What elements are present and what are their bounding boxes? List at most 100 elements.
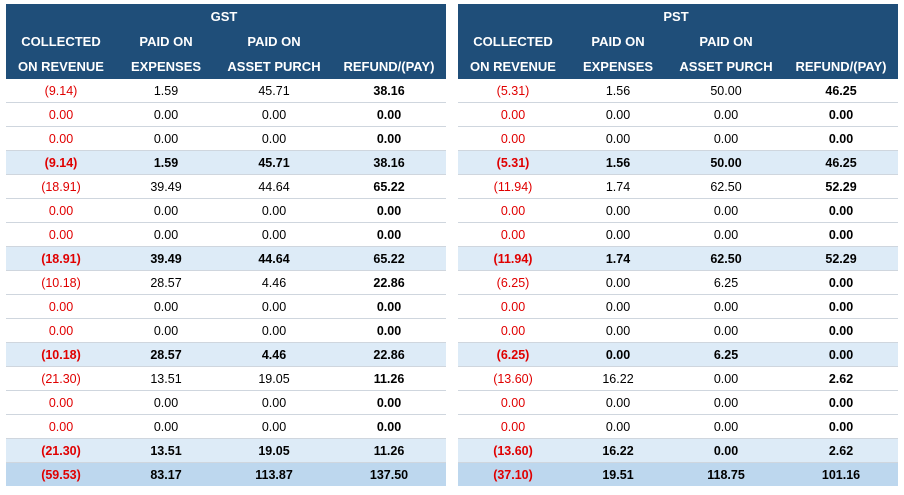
paid-on-asset-purch-cell: 62.50 — [668, 174, 785, 199]
table-row: (6.25) 0.00 6.25 0.00 — [458, 270, 899, 295]
refund-pay-cell: 0.00 — [332, 318, 447, 343]
paid-on-asset-purch-cell: 4.46 — [216, 270, 333, 295]
paid-on-expenses-cell: 0.00 — [568, 126, 668, 151]
table-row: (21.30) 13.51 19.05 11.26 — [6, 366, 447, 391]
collected-on-revenue-cell: (11.94) — [458, 246, 568, 271]
collected-on-revenue-cell: 0.00 — [458, 390, 568, 415]
table-row: 0.00 0.00 0.00 0.00 — [6, 294, 447, 319]
paid-on-asset-purch-cell: 0.00 — [216, 318, 333, 343]
paid-on-expenses-cell: 0.00 — [568, 198, 668, 223]
subtotal-row: (6.25) 0.00 6.25 0.00 — [458, 342, 899, 367]
col-paid-asset-label: PAID ON — [216, 29, 333, 54]
col-expenses-label: EXPENSES — [116, 54, 216, 79]
paid-on-asset-purch-cell: 0.00 — [216, 390, 333, 415]
refund-pay-cell: 0.00 — [784, 102, 899, 127]
paid-on-expenses-cell: 28.57 — [116, 270, 216, 295]
paid-on-asset-purch-cell: 19.05 — [216, 366, 333, 391]
col-collected-label: COLLECTED — [6, 29, 116, 54]
collected-on-revenue-cell: (5.31) — [458, 150, 568, 175]
paid-on-expenses-cell: 39.49 — [116, 174, 216, 199]
paid-on-expenses-cell: 0.00 — [116, 102, 216, 127]
paid-on-expenses-cell: 0.00 — [116, 318, 216, 343]
table-row: (9.14) 1.59 45.71 38.16 — [6, 79, 447, 103]
paid-on-asset-purch-cell: 0.00 — [216, 198, 333, 223]
table-row: 0.00 0.00 0.00 0.00 — [6, 390, 447, 415]
refund-pay-cell: 11.26 — [332, 366, 447, 391]
gst-header-blank — [6, 4, 116, 29]
paid-on-asset-purch-cell: 0.00 — [216, 294, 333, 319]
paid-on-asset-purch-cell: 44.64 — [216, 174, 333, 199]
paid-on-asset-purch-cell: 19.05 — [216, 438, 333, 463]
refund-pay-cell: 0.00 — [332, 414, 447, 439]
col-on-revenue-label: ON REVENUE — [6, 54, 116, 79]
table-row: (10.18) 28.57 4.46 22.86 — [6, 270, 447, 295]
table-row: 0.00 0.00 0.00 0.00 — [6, 198, 447, 223]
paid-on-expenses-cell: 28.57 — [116, 342, 216, 367]
refund-pay-cell: 11.26 — [332, 438, 447, 463]
col-paid-asset-label: PAID ON — [668, 29, 785, 54]
subtotal-row: (18.91) 39.49 44.64 65.22 — [6, 246, 447, 271]
paid-on-expenses-cell: 1.56 — [568, 79, 668, 103]
paid-on-expenses-cell: 0.00 — [568, 102, 668, 127]
table-row: 0.00 0.00 0.00 0.00 — [458, 198, 899, 223]
table-row: (11.94) 1.74 62.50 52.29 — [458, 174, 899, 199]
pst-title: PST — [568, 4, 785, 29]
refund-pay-cell: 101.16 — [784, 462, 899, 486]
paid-on-expenses-cell: 13.51 — [116, 366, 216, 391]
col-asset-purch-label: ASSET PURCH — [668, 54, 785, 79]
table-row: 0.00 0.00 0.00 0.00 — [458, 126, 899, 151]
refund-pay-cell: 38.16 — [332, 150, 447, 175]
refund-pay-cell: 0.00 — [332, 102, 447, 127]
paid-on-asset-purch-cell: 118.75 — [668, 462, 785, 486]
paid-on-asset-purch-cell: 0.00 — [216, 102, 333, 127]
paid-on-expenses-cell: 39.49 — [116, 246, 216, 271]
collected-on-revenue-cell: (10.18) — [6, 270, 116, 295]
refund-pay-cell: 0.00 — [332, 294, 447, 319]
paid-on-expenses-cell: 13.51 — [116, 438, 216, 463]
paid-on-asset-purch-cell: 0.00 — [668, 438, 785, 463]
total-row: (37.10) 19.51 118.75 101.16 — [458, 462, 899, 486]
refund-pay-cell: 46.25 — [784, 150, 899, 175]
paid-on-expenses-cell: 1.59 — [116, 150, 216, 175]
col-asset-purch-label: ASSET PURCH — [216, 54, 333, 79]
paid-on-expenses-cell: 0.00 — [568, 342, 668, 367]
paid-on-asset-purch-cell: 6.25 — [668, 270, 785, 295]
paid-on-expenses-cell: 0.00 — [568, 318, 668, 343]
subtotal-row: (11.94) 1.74 62.50 52.29 — [458, 246, 899, 271]
pst-header-blank — [458, 4, 568, 29]
pst-panel: PST COLLECTED PAID ON PAID ON ON REVENUE… — [458, 4, 899, 486]
table-row: 0.00 0.00 0.00 0.00 — [458, 102, 899, 127]
collected-on-revenue-cell: (6.25) — [458, 270, 568, 295]
paid-on-expenses-cell: 0.00 — [568, 270, 668, 295]
pst-table: PST COLLECTED PAID ON PAID ON ON REVENUE… — [458, 4, 899, 486]
collected-on-revenue-cell: 0.00 — [6, 198, 116, 223]
paid-on-asset-purch-cell: 0.00 — [668, 126, 785, 151]
refund-pay-cell: 0.00 — [784, 414, 899, 439]
col-paid-expenses-label: PAID ON — [116, 29, 216, 54]
refund-pay-cell: 0.00 — [784, 318, 899, 343]
pst-body: (5.31) 1.56 50.00 46.25 0.00 0.00 0.00 0.00 0.00… — [458, 79, 899, 486]
refund-pay-cell: 0.00 — [332, 198, 447, 223]
collected-on-revenue-cell: (21.30) — [6, 366, 116, 391]
paid-on-asset-purch-cell: 0.00 — [668, 294, 785, 319]
collected-on-revenue-cell: 0.00 — [458, 126, 568, 151]
refund-pay-cell: 2.62 — [784, 438, 899, 463]
refund-pay-cell: 0.00 — [784, 270, 899, 295]
collected-on-revenue-cell: 0.00 — [6, 126, 116, 151]
refund-pay-cell: 0.00 — [332, 222, 447, 247]
collected-on-revenue-cell: 0.00 — [458, 102, 568, 127]
gst-header: GST COLLECTED PAID ON PAID ON ON REVENUE… — [6, 4, 447, 79]
table-row: 0.00 0.00 0.00 0.00 — [458, 414, 899, 439]
gst-table: GST COLLECTED PAID ON PAID ON ON REVENUE… — [6, 4, 447, 486]
collected-on-revenue-cell: 0.00 — [458, 198, 568, 223]
paid-on-asset-purch-cell: 44.64 — [216, 246, 333, 271]
refund-pay-cell: 0.00 — [784, 222, 899, 247]
collected-on-revenue-cell: 0.00 — [458, 294, 568, 319]
paid-on-asset-purch-cell: 0.00 — [668, 366, 785, 391]
col-paid-expenses-label: PAID ON — [568, 29, 668, 54]
gst-title: GST — [116, 4, 333, 29]
paid-on-asset-purch-cell: 0.00 — [668, 414, 785, 439]
paid-on-asset-purch-cell: 45.71 — [216, 150, 333, 175]
subtotal-row: (5.31) 1.56 50.00 46.25 — [458, 150, 899, 175]
subtotal-row: (9.14) 1.59 45.71 38.16 — [6, 150, 447, 175]
